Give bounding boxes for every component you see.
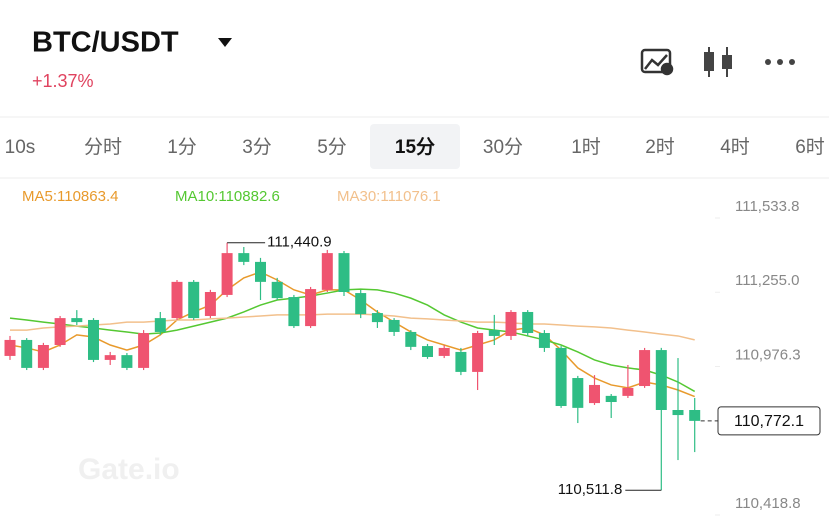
candle-body <box>188 281 200 319</box>
high-label: 111,440.9 <box>267 234 332 251</box>
pair-dropdown[interactable] <box>218 38 232 47</box>
candle-type-icon[interactable] <box>704 47 732 77</box>
indicator-icon[interactable] <box>640 48 674 76</box>
candle-body <box>321 253 333 290</box>
last-price-box <box>717 406 821 436</box>
candle-body <box>689 409 701 421</box>
timeframe-tab[interactable]: 3分 <box>242 136 272 158</box>
candle-body <box>204 291 216 316</box>
candle-body <box>488 330 500 336</box>
candle-body <box>305 289 317 327</box>
candle-body <box>338 253 350 292</box>
ma-line <box>10 313 695 341</box>
low-label: 110,511.8 <box>558 481 623 498</box>
candle-body <box>37 345 49 368</box>
timeframe-tab[interactable]: 1时 <box>571 136 601 158</box>
candle-body <box>505 311 517 336</box>
candle-body <box>589 384 600 404</box>
more-icon[interactable] <box>765 59 795 65</box>
y-tick-label: 111,533.8 <box>735 198 800 215</box>
timeframe-tab[interactable]: 1分 <box>167 136 197 158</box>
candle-body <box>472 333 484 372</box>
last-price-label: 110,772.1 <box>734 413 804 430</box>
candle-body <box>655 350 667 410</box>
candle-body <box>639 350 651 387</box>
ma-legend: MA10:110882.6 <box>175 188 280 205</box>
candle-body <box>355 293 367 315</box>
active-tab-bg <box>370 124 460 169</box>
timeframe-tab[interactable]: 分时 <box>84 136 122 158</box>
pair-title[interactable]: BTC/USDT <box>32 27 179 59</box>
y-tick-label: 110,976.3 <box>735 346 801 363</box>
candle-body <box>71 318 83 323</box>
candle-body <box>522 311 534 334</box>
timeframe-tab[interactable]: 6时 <box>795 136 825 158</box>
candle-body <box>171 281 183 319</box>
candle-body <box>438 347 450 356</box>
candle-body <box>271 281 283 299</box>
candle-body <box>605 395 617 403</box>
candle-body <box>572 378 584 408</box>
candle-body <box>672 409 684 416</box>
candle-body <box>288 297 300 327</box>
ma-line <box>9 288 696 393</box>
change-percent: +1.37% <box>32 71 94 91</box>
watermark: Gate.io <box>78 453 180 486</box>
candle-body <box>455 351 467 372</box>
y-tick-label: 111,255.0 <box>735 272 800 289</box>
candle-body <box>622 387 634 396</box>
timeframe-tab[interactable]: 2时 <box>645 136 675 158</box>
candle-body <box>371 313 383 323</box>
timeframe-tab[interactable]: 5分 <box>317 136 347 158</box>
timeframe-tab[interactable]: 10s <box>5 137 36 158</box>
candle-body <box>88 319 99 360</box>
candle-body <box>138 333 150 368</box>
candle-body <box>388 319 400 332</box>
candle-body <box>54 318 66 346</box>
timeframe-tab[interactable]: 30分 <box>483 136 523 158</box>
candle-body <box>422 346 433 357</box>
timeframe-tab[interactable]: 4时 <box>720 136 750 158</box>
timeframe-tab[interactable]: 15分 <box>395 136 435 158</box>
ma-legend: MA30:111076.1 <box>337 188 441 205</box>
candle-body <box>221 253 233 295</box>
candle-body <box>555 347 567 407</box>
candle-body <box>121 355 133 368</box>
candle-body <box>104 355 116 360</box>
candle-body <box>405 331 417 347</box>
candle-body <box>538 333 550 348</box>
candle-body <box>4 339 16 356</box>
candle-body <box>238 253 250 262</box>
y-tick-label: 110,418.8 <box>735 495 801 512</box>
ma-line <box>9 271 695 398</box>
ma-legend: MA5:110863.4 <box>22 188 118 205</box>
candle-body <box>154 318 166 332</box>
candle-body <box>21 339 33 368</box>
candle-body <box>255 261 266 282</box>
